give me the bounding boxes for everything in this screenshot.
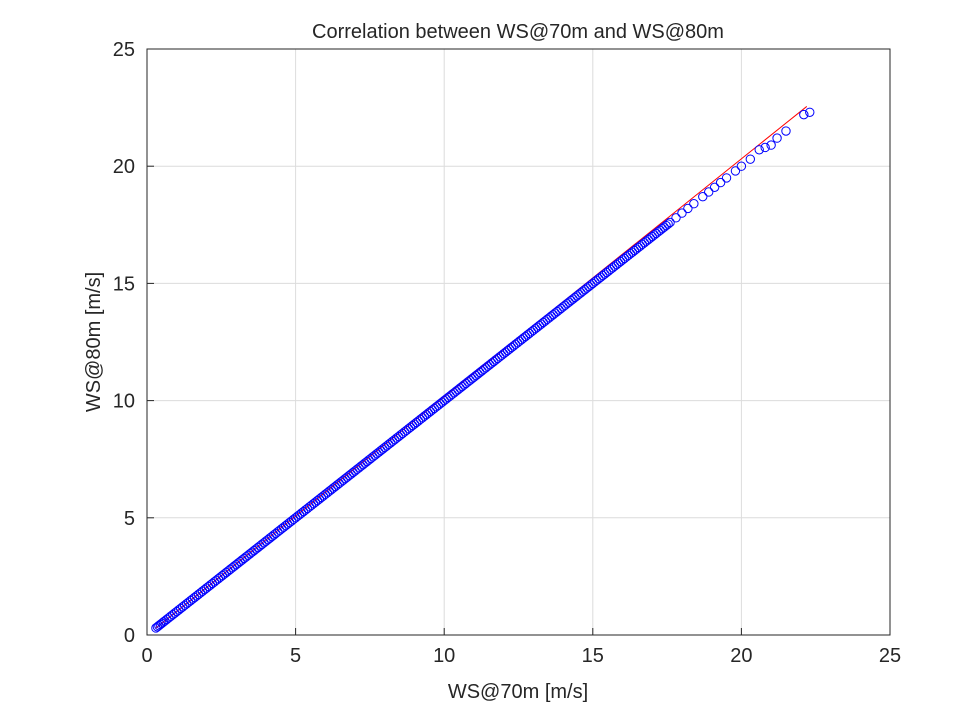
x-axis-ticks: 0 5 10 15 20 25	[141, 628, 901, 667]
x-tick-label: 0	[141, 645, 152, 667]
plot-area	[147, 49, 890, 635]
y-tick-label: 5	[124, 508, 135, 530]
data-point	[730, 166, 741, 176]
data-point	[663, 219, 673, 229]
data-point	[772, 133, 782, 143]
data-point	[704, 187, 714, 197]
data-point	[709, 182, 720, 192]
data-point	[715, 177, 726, 188]
data-point	[799, 109, 809, 120]
x-axis-label: WS@70m [m/s]	[448, 681, 588, 703]
x-tick-label: 5	[290, 645, 301, 667]
y-axis-ticks: 0 5 10 15 20 25	[113, 39, 154, 647]
y-tick-label: 0	[124, 625, 135, 647]
data-point	[698, 191, 708, 202]
x-tick-label: 15	[582, 645, 604, 667]
chart-title: Correlation between WS@70m and WS@80m	[312, 21, 724, 43]
x-tick-label: 25	[879, 645, 901, 667]
data-point	[671, 213, 681, 223]
data-point	[665, 217, 675, 228]
data-point	[805, 107, 815, 117]
data-point	[745, 154, 756, 164]
data-point	[781, 126, 791, 136]
data-point	[677, 208, 687, 218]
y-tick-label: 20	[113, 156, 135, 178]
y-tick-label: 25	[113, 39, 135, 61]
data-point	[766, 140, 776, 150]
x-tick-label: 10	[433, 645, 455, 667]
data-point	[721, 173, 732, 183]
y-tick-label: 15	[113, 273, 135, 295]
y-axis-label: WS@80m [m/s]	[83, 272, 105, 412]
data-point	[754, 145, 764, 155]
y-tick-label: 10	[113, 391, 135, 413]
data-point	[683, 203, 693, 214]
plot-frame	[146, 48, 891, 636]
x-tick-label: 20	[730, 645, 752, 667]
data-point	[689, 199, 699, 209]
data-point	[736, 161, 747, 171]
scatter-points	[151, 107, 815, 633]
data-point	[760, 142, 770, 153]
